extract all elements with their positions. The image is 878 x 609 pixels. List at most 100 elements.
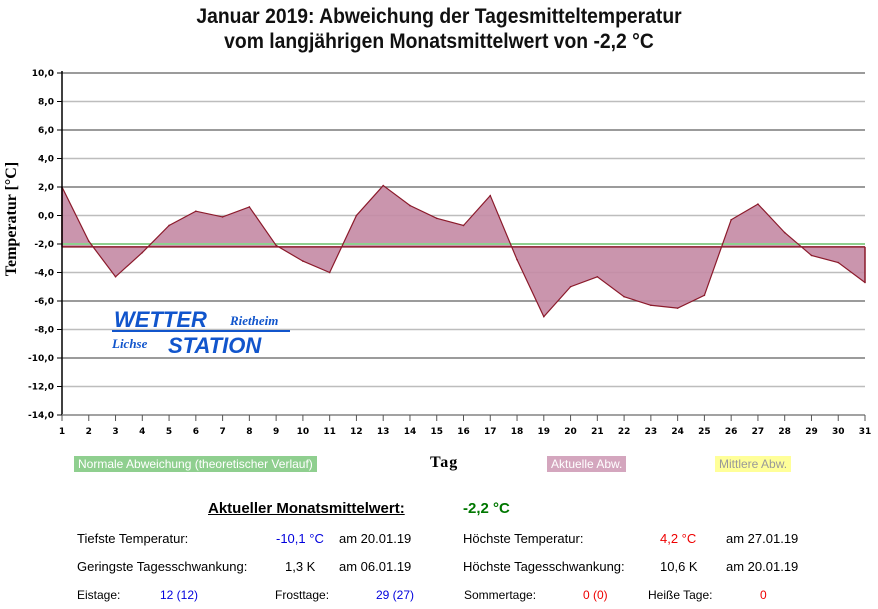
min-range-date: am 06.01.19 xyxy=(339,559,412,574)
data-point xyxy=(168,224,170,227)
data-point xyxy=(516,258,518,261)
x-tick-label: 23 xyxy=(645,427,658,437)
y-ticks: 10,0 8,0 6,0 4,0 2,0 0,0 -2,0 -4,0 -6,0 -8,0 -10,0… xyxy=(28,69,62,421)
x-axis-label: Tag xyxy=(430,454,459,471)
actual-line xyxy=(61,184,866,318)
title-line-1: Januar 2019: Abweichung der Tagesmittelt… xyxy=(196,5,682,28)
data-point xyxy=(114,275,117,278)
data-point xyxy=(676,307,679,309)
data-point xyxy=(757,203,759,205)
max-temp-label: Höchste Temperatur: xyxy=(463,531,584,546)
y-tick-label: 4,0 xyxy=(38,155,54,165)
actual-area-fill xyxy=(62,185,865,317)
min-range-value: 1,3 K xyxy=(285,559,316,574)
x-ticks: 1 2 3 4 5 6 7 8 9 10 11 12 13 14 15 16 17 18 19 20 21 22 23 24 2… xyxy=(59,415,871,437)
data-point xyxy=(569,285,572,288)
title-line-2: vom langjährigen Monatsmittelwert von -2… xyxy=(224,30,654,53)
data-point xyxy=(248,206,251,208)
data-point xyxy=(435,217,438,220)
y-tick-label: -2,0 xyxy=(34,240,54,250)
x-tick-label: 25 xyxy=(698,427,711,437)
x-tick-label: 13 xyxy=(377,427,390,437)
data-point xyxy=(650,304,652,307)
y-tick-label: 10,0 xyxy=(32,69,54,79)
min-temp-label: Tiefste Temperatur: xyxy=(77,531,189,546)
hot-days-value: 0 xyxy=(760,588,767,602)
y-tick-label: 2,0 xyxy=(38,183,54,193)
data-point xyxy=(328,271,331,274)
y-tick-label: 6,0 xyxy=(38,126,54,136)
data-point xyxy=(409,204,411,207)
max-range-label: Höchste Tagesschwankung: xyxy=(463,559,625,574)
data-point xyxy=(543,315,545,318)
max-temp-date: am 27.01.19 xyxy=(726,531,799,546)
x-tick-label: 7 xyxy=(219,427,225,437)
data-area xyxy=(61,184,866,318)
data-point xyxy=(302,260,304,262)
max-range-date: am 20.01.19 xyxy=(726,559,799,574)
x-tick-label: 31 xyxy=(859,427,872,437)
x-tick-label: 15 xyxy=(430,427,443,437)
data-point xyxy=(864,281,866,284)
stats-heading: Aktueller Monatsmittelwert: xyxy=(208,500,405,517)
x-tick-label: 16 xyxy=(457,427,470,437)
data-point xyxy=(275,244,277,247)
data-point xyxy=(141,251,144,254)
x-tick-label: 11 xyxy=(323,427,336,437)
data-point xyxy=(837,261,840,264)
ice-days-label: Eistage: xyxy=(77,588,121,602)
logo-wetter: WETTER xyxy=(114,307,207,332)
data-point xyxy=(596,275,599,278)
x-tick-label: 27 xyxy=(752,427,765,437)
summer-days-label: Sommertage: xyxy=(464,588,537,602)
data-point xyxy=(355,214,358,217)
x-tick-label: 18 xyxy=(511,427,524,437)
y-tick-label: 0,0 xyxy=(38,212,54,222)
ice-days-value: 12 (12) xyxy=(160,588,199,602)
x-tick-label: 1 xyxy=(59,427,65,437)
x-tick-label: 22 xyxy=(618,427,631,437)
x-tick-label: 12 xyxy=(350,427,363,437)
x-tick-label: 29 xyxy=(805,427,818,437)
x-tick-label: 19 xyxy=(538,427,551,437)
frost-days-value: 29 (27) xyxy=(376,588,415,602)
y-tick-label: -6,0 xyxy=(34,297,54,307)
y-tick-label: -14,0 xyxy=(28,411,54,421)
y-tick-label: -12,0 xyxy=(28,383,54,393)
data-point xyxy=(810,254,813,257)
wetterstation-logo: WETTER Rietheim Lichse STATION xyxy=(112,307,290,357)
legend-actual: Aktuelle Abw. xyxy=(547,456,627,472)
x-tick-label: 9 xyxy=(273,427,279,437)
x-tick-label: 3 xyxy=(112,427,118,437)
x-tick-label: 2 xyxy=(86,427,92,437)
x-tick-label: 20 xyxy=(564,427,577,437)
logo-station: STATION xyxy=(168,333,262,357)
data-point xyxy=(703,294,706,297)
data-point xyxy=(623,295,625,298)
data-point xyxy=(87,240,90,242)
legend-mean: Mittlere Abw. xyxy=(715,456,792,472)
y-tick-label: -8,0 xyxy=(34,326,54,336)
data-point xyxy=(730,218,732,221)
max-range-value: 10,6 K xyxy=(660,559,698,574)
x-tick-label: 8 xyxy=(246,427,252,437)
y-tick-label: -4,0 xyxy=(34,269,54,279)
data-point xyxy=(195,210,197,213)
x-tick-label: 4 xyxy=(139,427,145,437)
data-point xyxy=(221,216,224,218)
x-tick-label: 21 xyxy=(591,427,604,437)
min-temp-value: -10,1 °C xyxy=(276,531,324,546)
min-temp-date: am 20.01.19 xyxy=(339,531,412,546)
x-tick-label: 5 xyxy=(166,427,172,437)
data-point xyxy=(462,224,465,227)
x-tick-label: 28 xyxy=(778,427,791,437)
legend-normal: Normale Abweichung (theoretischer Verlau… xyxy=(74,456,317,472)
y-tick-label: -10,0 xyxy=(28,354,54,364)
x-tick-label: 6 xyxy=(193,427,199,437)
min-range-label: Geringste Tagesschwankung: xyxy=(77,559,248,574)
stats-mean-value: -2,2 °C xyxy=(463,500,510,517)
hot-days-label: Heiße Tage: xyxy=(648,588,713,602)
chart-title: Januar 2019: Abweichung der Tagesmittelt… xyxy=(35,4,843,54)
x-tick-label: 24 xyxy=(671,427,684,437)
x-tick-label: 30 xyxy=(832,427,845,437)
